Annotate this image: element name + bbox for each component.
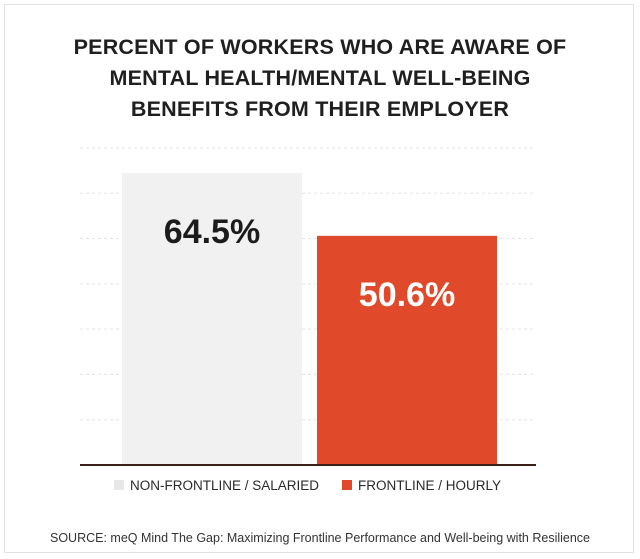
legend-label: NON-FRONTLINE / SALARIED	[130, 478, 319, 493]
bar	[122, 172, 302, 465]
chart-title-line-2: MENTAL HEALTH/MENTAL WELL-BEING	[109, 66, 531, 90]
bar	[317, 235, 497, 465]
bars	[122, 172, 497, 465]
bar-chart: 64.5% 50.6% NON-FRONTLINE / SALARIED FRONT…	[80, 147, 536, 493]
data-label: 50.6%	[359, 276, 455, 314]
chart-title-line-1: PERCENT OF WORKERS WHO ARE AWARE OF	[73, 35, 567, 59]
data-label: 64.5%	[164, 213, 260, 251]
source-note: SOURCE: meQ Mind The Gap: Maximizing Fro…	[49, 531, 591, 545]
chart-title-line-3: BENEFITS FROM THEIR EMPLOYER	[130, 97, 510, 121]
legend: NON-FRONTLINE / SALARIED FRONTLINE / HOUR…	[114, 478, 501, 493]
data-labels: 64.5% 50.6%	[164, 213, 455, 314]
legend-label: FRONTLINE / HOURLY	[358, 478, 501, 493]
legend-swatch	[114, 480, 124, 490]
legend-swatch	[342, 480, 352, 490]
chart-title: PERCENT OF WORKERS WHO ARE AWARE OF MENT…	[0, 32, 640, 125]
